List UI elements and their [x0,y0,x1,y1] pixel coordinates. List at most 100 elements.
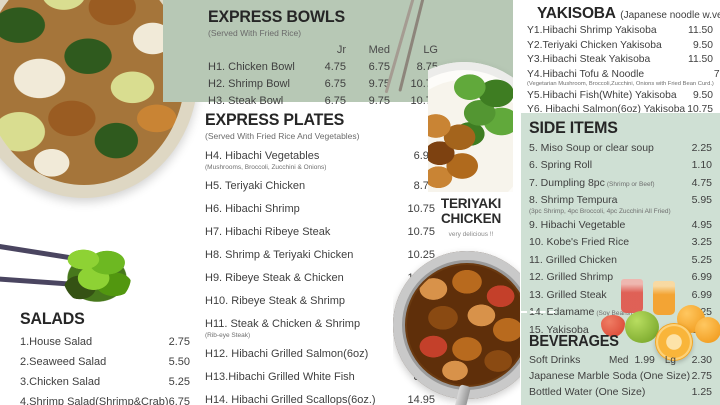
item-price: 3.25 [691,236,712,248]
express-bowls-list: H1. Chicken Bowl 4.75 6.75 8.75 H2. Shri… [208,61,458,107]
menu-item-row: 8. Shrimp Tempura (3pc Shrimp, 4pc Brocc… [529,194,712,215]
size-col-lg: LG [423,44,438,56]
item-price-med: 9.75 [368,95,390,107]
item-name: 8. Shrimp Tempura (3pc Shrimp, 4pc Brocc… [529,194,671,215]
item-name: 7. Dumpling 8pc (Shrimp or Beef) [529,176,655,189]
menu-item-row: Y4.Hibachi Tofu & Noodle (Vegetarian Mus… [527,68,720,88]
dashed-divider [521,311,555,313]
item-name: 15. Yakisoba [529,323,589,336]
menu-item-row: Y1.Hibachi Shrimp Yakisoba 11.50 [527,25,713,38]
menu-item-row: Y3.Hibachi Steak Yakisoba 11.50 [527,54,713,67]
teriyaki-chicken-rice-bowl-photo [428,52,513,192]
item-price: 2.75 [691,370,712,382]
caption-subtitle: very delicious !! [448,231,494,238]
item-price: 10.75 [407,203,435,215]
yakisoba-title: YAKISOBA [537,5,616,22]
teriyaki-chicken-caption: TERIYAKI CHICKEN very delicious !! [424,196,518,238]
menu-item-row: H5. Teriyaki Chicken 8.75 [205,180,435,194]
menu-item-row: 7. Dumpling 8pc (Shrimp or Beef) 4.75 [529,177,712,191]
item-price: 11.50 [687,54,713,65]
menu-item-row: 1.House Salad 2.75 [20,336,190,349]
express-plates-list: H4. Hibachi Vegetables (Mushrooms, Brocc… [205,150,435,405]
chicken-icon [428,110,482,190]
item-price: 10.75 [687,104,713,115]
size-column-headers: Jr Med LG [208,44,458,56]
beverages-list: Japanese Marble Soda (One Size) 2.75 Bot… [529,370,712,399]
item-name: H12. Hibachi Grilled Salmon(6oz) [205,348,369,360]
item-name: Y4.Hibachi Tofu & Noodle (Vegetarian Mus… [527,68,714,88]
apple-icon [625,311,659,343]
menu-item-row: 4.Shrimp Salad(Shrimp&Crab) 6.75 [20,396,190,405]
item-name: H14. Hibachi Grilled Scallops(6oz.) [205,394,376,405]
beverages-title: BEVERAGES [529,333,619,350]
item-price: 4.75 [691,176,712,189]
item-name: H2. Shrimp Bowl [208,78,290,90]
side-items-list: 5. Miso Soup or clear soup 2.25 6. Sprin… [529,142,712,338]
item-name: Y6. Hibachi Salmon(6oz) Yakisoba [527,104,686,115]
item-name: H6. Hibachi Shrimp [205,203,300,215]
item-note: (Soy Beans) [596,310,633,317]
item-price: 4.95 [691,218,712,231]
item-price: 2.75 [168,336,190,348]
orange-icon [695,317,720,343]
chopsticks-seaweed-salad-photo [0,222,135,327]
item-name: H4. Hibachi Vegetables (Mushrooms, Brocc… [205,150,391,171]
menu-item-row: H14. Hibachi Grilled Scallops(6oz.) 14.9… [205,394,435,405]
side-items-panel: SIDE ITEMS 5. Miso Soup or clear soup 2.… [521,113,720,405]
item-name: 10. Kobe's Fried Rice [529,236,630,248]
orange-slice-icon [655,323,693,361]
salads-list: 1.House Salad 2.75 2.Seaweed Salad 5.50 … [20,336,190,405]
item-price: 10.75 [407,226,435,238]
lg-size-label: Lg [664,355,676,366]
item-name: H11. Steak & Chicken & Shrimp (Rib-eye S… [205,318,391,339]
item-name: 5. Miso Soup or clear soup [529,141,654,154]
item-price-jr: 6.75 [324,78,346,90]
item-price: 11.50 [687,25,713,36]
item-name: 13. Grilled Steak [529,288,607,301]
menu-item-row: Bottled Water (One Size) 1.25 [529,386,712,399]
item-name: Soft Drinks [529,354,581,366]
menu-item-row: Y5.Hibachi Fish(White) Yakisoba 9.50 [527,90,713,103]
juice-glass-icon [653,281,675,315]
item-price: 5.25 [691,253,712,266]
menu-item-row: 6. Spring Roll 1.10 [529,159,712,173]
express-bowls-panel: EXPRESS BOWLS (Served With Fried Rice) J… [163,0,513,107]
item-price: 2.25 [691,141,712,154]
menu-item-row: H6. Hibachi Shrimp 10.75 [205,203,435,217]
express-bowls-title: EXPRESS BOWLS [208,7,345,26]
item-price: 7.95 [713,68,720,80]
menu-item-row: Y6. Hibachi Salmon(6oz) Yakisoba 10.75 [527,104,713,117]
item-price-jr: 4.75 [324,61,346,73]
item-name: 14. Edamame (Soy Beans) [529,306,633,318]
item-price: 9.50 [692,39,713,51]
menu-item-row: Japanese Marble Soda (One Size) 2.75 [529,370,712,383]
express-plates-subtitle: (Served With Fried Rice And Vegetables) [205,131,360,141]
item-name: 2.Seaweed Salad [20,356,107,368]
item-note: (Rib-eye Steak) [205,332,251,339]
fruits-and-drinks-photo [601,279,720,363]
yakisoba-subtitle: (Japanese noodle w.veggies) [620,10,720,21]
express-plates-panel: EXPRESS PLATES (Served With Fried Rice A… [205,110,435,405]
size-col-jr: Jr [336,44,346,56]
item-name: H3. Steak Bowl [208,95,284,107]
menu-item-row: H2. Shrimp Bowl 6.75 9.75 10.75 [208,78,458,90]
menu-item-row: 12. Grilled Shrimp 6.99 [529,271,712,285]
item-name: 1.House Salad [20,336,93,348]
item-name: H5. Teriyaki Chicken [205,180,306,192]
menu-item-row: 11. Grilled Chicken 5.25 [529,254,712,268]
item-name: Y1.Hibachi Shrimp Yakisoba [527,25,657,36]
item-name: Y2.Teriyaki Chicken Yakisoba [527,39,662,51]
juice-glass-icon [621,279,643,313]
item-name: 6. Spring Roll [529,159,593,171]
menu-item-row: H7. Hibachi Ribeye Steak 10.75 [205,226,435,240]
item-note: (3pc Shrimp, 4pc Broccoli, 4pc Zucchini … [529,208,671,215]
item-price: 1.25 [691,386,712,398]
express-plates-title: EXPRESS PLATES [205,110,345,129]
item-name: 9. Hibachi Vegetable [529,218,626,231]
item-price: 1.10 [691,159,712,171]
yakisoba-list: Y1.Hibachi Shrimp Yakisoba 11.50 Y2.Teri… [527,25,720,117]
soft-drinks-row: Soft Drinks Med 1.99 Lg 2.30 [529,354,712,367]
menu-item-row: H1. Chicken Bowl 4.75 6.75 8.75 [208,61,458,73]
item-name: H9. Ribeye Steak & Chicken [205,272,344,284]
